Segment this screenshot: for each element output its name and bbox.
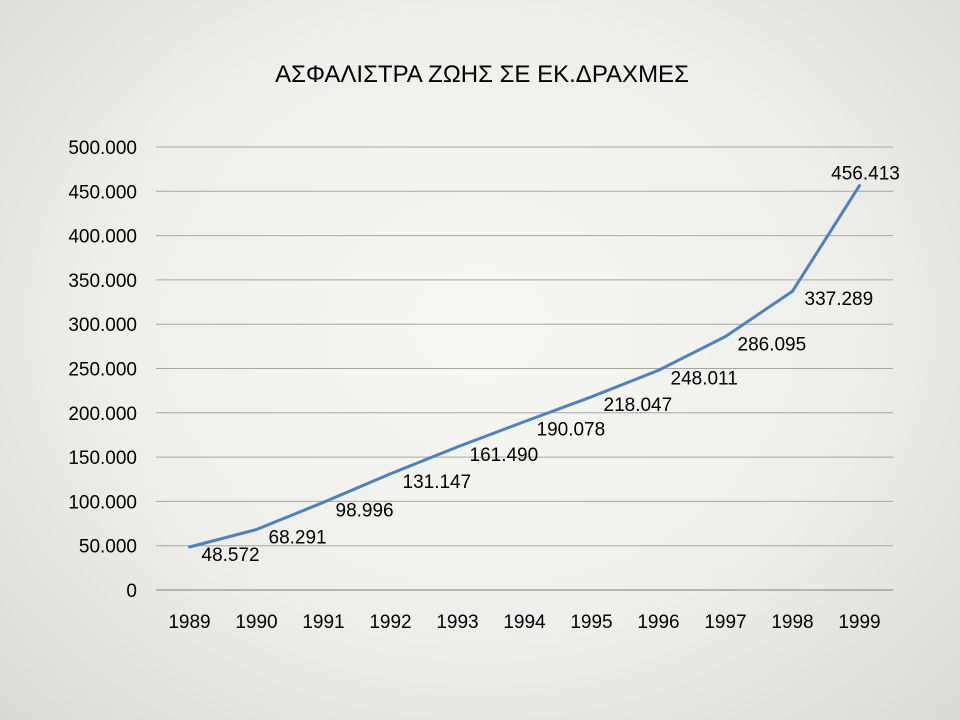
series-group bbox=[188, 184, 861, 549]
data-label: 98.996 bbox=[336, 500, 394, 521]
data-label: 337.289 bbox=[805, 289, 874, 310]
data-label: 286.095 bbox=[738, 335, 807, 356]
y-tick-label: 400.000 bbox=[68, 227, 137, 248]
x-tick-label: 1995 bbox=[570, 612, 612, 633]
x-tick-label: 1996 bbox=[637, 612, 679, 633]
y-tick-label: 500.000 bbox=[68, 138, 137, 159]
data-label: 131.147 bbox=[403, 472, 472, 493]
x-tick-label: 1999 bbox=[838, 612, 880, 633]
y-tick-label: 200.000 bbox=[68, 404, 137, 425]
data-label: 218.047 bbox=[604, 395, 673, 416]
x-tick-label: 1997 bbox=[704, 612, 746, 633]
x-tick-label: 1991 bbox=[302, 612, 344, 633]
data-label: 248.011 bbox=[671, 368, 738, 389]
x-tick-label: 1990 bbox=[235, 612, 277, 633]
y-axis-tick-labels: 0 50.000 100.000 150.000 200.000 250.000 300.0… bbox=[68, 138, 137, 602]
gridlines bbox=[156, 146, 893, 591]
x-tick-label: 1998 bbox=[771, 612, 813, 633]
series-line bbox=[188, 184, 861, 549]
y-tick-label: 450.000 bbox=[68, 182, 137, 203]
y-tick-label: 50.000 bbox=[79, 537, 137, 558]
y-tick-label: 300.000 bbox=[68, 315, 137, 336]
y-tick-label: 350.000 bbox=[68, 271, 137, 292]
data-label: 68.291 bbox=[269, 527, 327, 548]
y-tick-label: 250.000 bbox=[68, 360, 137, 381]
data-label: 190.078 bbox=[537, 420, 606, 441]
y-tick-label: 0 bbox=[126, 581, 137, 602]
x-tick-label: 1989 bbox=[168, 612, 210, 633]
y-tick-label: 100.000 bbox=[68, 492, 137, 513]
x-tick-label: 1992 bbox=[369, 612, 411, 633]
chart-title: ΑΣΦΑΛΙΣΤΡΑ ΖΩΗΣ ΣΕ ΕΚ.ΔΡΑΧΜΕΣ bbox=[275, 61, 689, 88]
data-label: 456.413 bbox=[831, 164, 900, 185]
x-tick-label: 1994 bbox=[503, 612, 546, 633]
data-label: 161.490 bbox=[470, 445, 539, 466]
data-label: 48.572 bbox=[202, 545, 260, 566]
x-axis-tick-labels: 1989 1990 1991 1992 1993 1994 1995 1996 1997 1998… bbox=[168, 612, 880, 633]
y-tick-label: 150.000 bbox=[68, 448, 137, 469]
data-labels: 48.572 68.291 98.996 131.147 161.490 190.078 2… bbox=[202, 164, 900, 566]
x-tick-label: 1993 bbox=[436, 612, 478, 633]
